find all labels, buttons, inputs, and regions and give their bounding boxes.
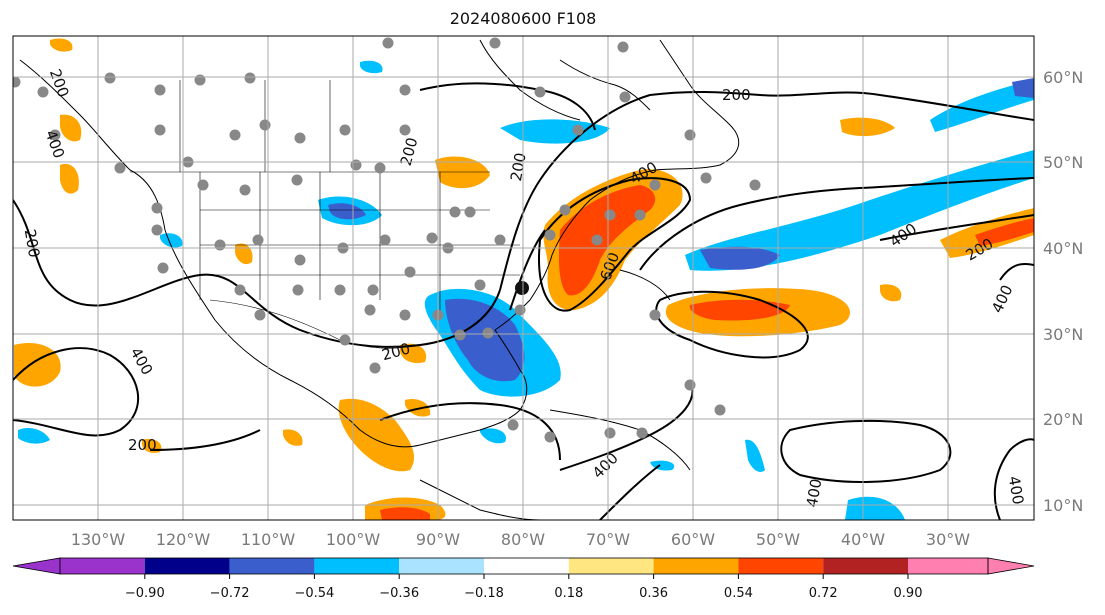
lon-label: 50°W: [756, 530, 800, 549]
observation-markers: [13, 37, 761, 443]
colorbar: −0.90 −0.72 −0.54 −0.36 −0.18 0.18 0.36 …: [12, 557, 1035, 601]
lon-label: 40°W: [841, 530, 885, 549]
colorbar-swatch: [908, 558, 988, 574]
lon-label: 60°W: [671, 530, 715, 549]
contour-label: 200: [21, 228, 44, 259]
lat-label: 40°N: [1043, 239, 1083, 258]
colorbar-tick-label: −0.36: [379, 586, 419, 601]
colorbar-tick-label: −0.54: [294, 586, 334, 601]
colorbar-tick-label: −0.18: [464, 586, 504, 601]
colorbar-swatch: [568, 558, 654, 574]
gridlines: [13, 36, 1034, 520]
contour-label: 200: [507, 151, 530, 182]
contour-label: 400: [1005, 475, 1028, 506]
colorbar-swatch: [738, 558, 824, 574]
colorbar-tick-label: 0.18: [554, 586, 583, 601]
colorbar-extend-min: [12, 557, 61, 575]
longitude-axis: 130°W 120°W 110°W 100°W 90°W 80°W 70°W 6…: [71, 530, 970, 549]
map-title: 2024080600 F108: [449, 9, 597, 28]
contour-label: 400: [803, 477, 826, 508]
map-frame: [12, 35, 1035, 521]
lon-label: 110°W: [241, 530, 296, 549]
map-layers: 200 200 200 200 200 400 400 400 600 400 …: [13, 36, 1034, 520]
lon-label: 90°W: [416, 530, 460, 549]
lon-label: 130°W: [71, 530, 126, 549]
positive-shading: [14, 38, 1034, 520]
colorbar-swatch: [60, 558, 145, 574]
negative-shading: [18, 60, 1034, 520]
lat-label: 60°N: [1043, 68, 1083, 87]
lon-label: 80°W: [501, 530, 545, 549]
lat-label: 10°N: [1043, 496, 1083, 515]
colorbar-swatch: [314, 558, 400, 574]
colorbar-swatch: [653, 558, 739, 574]
colorbar-tick-label: 0.36: [639, 586, 668, 601]
colorbar-tick-label: 0.72: [809, 586, 838, 601]
colorbar-tick-label: −0.90: [125, 586, 165, 601]
colorbar-swatch: [399, 558, 484, 574]
lon-label: 70°W: [586, 530, 630, 549]
lon-label: 100°W: [326, 530, 381, 549]
lon-label: 120°W: [156, 530, 211, 549]
lat-label: 20°N: [1043, 410, 1083, 429]
lon-label: 30°W: [926, 530, 970, 549]
latitude-axis: 60°N 50°N 40°N 30°N 20°N 10°N: [1043, 68, 1083, 515]
colorbar-swatch: [823, 558, 908, 574]
colorbar-swatch: [144, 558, 230, 574]
colorbar-tick-label: 0.54: [724, 586, 753, 601]
storm-marker: [515, 281, 529, 295]
lat-label: 30°N: [1043, 325, 1083, 344]
colorbar-swatch: [484, 558, 569, 574]
contour-label: 200: [722, 86, 751, 104]
colorbar-tick-label: 0.90: [894, 586, 923, 601]
colorbar-tick-label: −0.72: [210, 586, 250, 601]
colorbar-frame: [59, 557, 989, 575]
contour-label: 200: [128, 436, 157, 454]
colorbar-extend-max: [987, 557, 1035, 575]
colorbar-swatch: [229, 558, 315, 574]
lat-label: 50°N: [1043, 153, 1083, 172]
